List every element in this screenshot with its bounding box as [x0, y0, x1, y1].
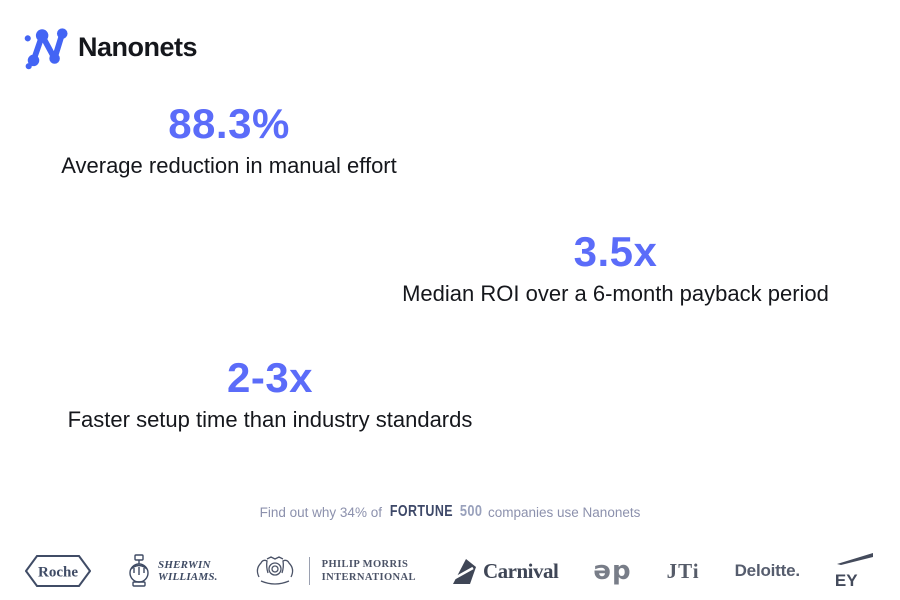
fortune-tagline-suffix: companies use Nanonets: [488, 504, 641, 520]
nanonets-logo-icon: [24, 28, 68, 70]
fortune-500-numeral: 500: [459, 503, 483, 520]
logo-jti: JTi: [667, 559, 700, 584]
stat-roi-value: 3.5x: [573, 228, 658, 275]
logo-carnival: Carnival: [451, 556, 559, 586]
customer-logos-row: Roche SHERWIN WILLIAMS.: [25, 548, 875, 594]
roche-hexagon-icon: Roche: [25, 555, 91, 587]
fortune-wordmark: FORTUNE: [389, 503, 453, 520]
sherwin-line1: SHERWIN: [158, 558, 211, 571]
logo-ey: EY: [835, 553, 875, 589]
stat-manual-effort-value: 88.3%: [168, 100, 290, 147]
stat-setup-time-value: 2-3x: [226, 354, 314, 401]
deloitte-wordmark: Deloitte.: [734, 561, 800, 580]
jti-wordmark: JTi: [666, 558, 700, 583]
stat-setup-time-label: Faster setup time than industry standard…: [67, 407, 473, 433]
brand-header: Nanonets: [22, 24, 198, 70]
philip-morris-line2: INTERNATIONAL: [321, 572, 416, 583]
philip-morris-divider: [308, 557, 310, 585]
stat-setup-time: 2-3x Faster setup time than industry sta…: [28, 354, 512, 435]
philip-morris-line1: PHILIP MORRIS: [321, 558, 409, 570]
ey-wordmark: EY: [834, 571, 858, 590]
logo-sherwin-williams: SHERWIN WILLIAMS.: [126, 554, 218, 588]
stat-manual-effort-label: Average reduction in manual effort: [61, 153, 397, 179]
fortune-tagline-prefix: Find out why 34% of: [259, 504, 382, 520]
carnival-wordmark: Carnival: [482, 558, 559, 583]
sherwin-williams-emblem-icon: [129, 554, 149, 587]
sherwin-line2: WILLIAMS.: [158, 571, 218, 583]
sherwin-williams-wordmark: SHERWIN WILLIAMS.: [158, 559, 218, 583]
logo-roche: Roche: [25, 554, 91, 588]
logo-deloitte: Deloitte.: [735, 561, 800, 581]
stat-roi: 3.5x Median ROI over a 6-month payback p…: [363, 228, 868, 309]
carnival-funnel-icon: [452, 559, 476, 584]
roche-wordmark: Roche: [38, 565, 78, 581]
ap-wordmark: əp: [593, 556, 632, 586]
logo-philip-morris: PHILIP MORRIS INTERNATIONAL: [253, 555, 416, 587]
philip-morris-wordmark: PHILIP MORRIS INTERNATIONAL: [322, 558, 416, 584]
stat-manual-effort: 88.3% Average reduction in manual effort: [30, 100, 428, 181]
brand-name: Nanonets: [78, 31, 198, 62]
philip-morris-crest-icon: [256, 556, 293, 585]
ey-beam-icon: [836, 553, 873, 565]
stat-roi-label: Median ROI over a 6-month payback period: [402, 281, 829, 307]
fortune-500-tagline: Find out why 34% of FORTUNE 500 companie…: [0, 503, 900, 521]
logo-ap: əp: [593, 556, 631, 586]
